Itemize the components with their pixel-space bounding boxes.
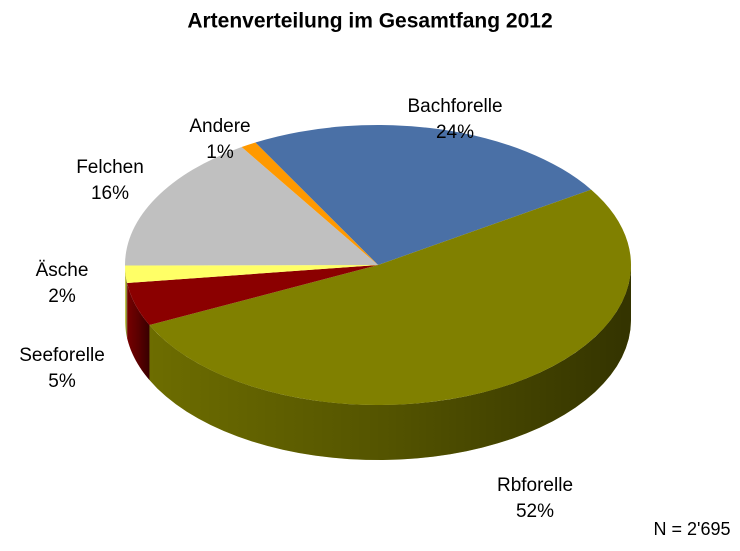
chart-title: Artenverteilung im Gesamtfang 2012 [187,10,552,33]
value-label: 52% [516,501,554,522]
slice-label: Seeforelle [19,345,105,366]
slice-label: Bachforelle [407,96,502,117]
value-label: 5% [48,371,76,392]
slice-label: Felchen [76,157,144,178]
value-label: 2% [48,286,76,307]
slice-label: Andere [189,116,250,137]
value-label: 24% [436,122,474,143]
slice-label: Rbforelle [497,475,573,496]
value-label: 1% [206,142,234,163]
value-label: 16% [91,183,129,204]
annotation: N = 2'695 [654,519,731,539]
slice-label: Äsche [36,260,89,281]
